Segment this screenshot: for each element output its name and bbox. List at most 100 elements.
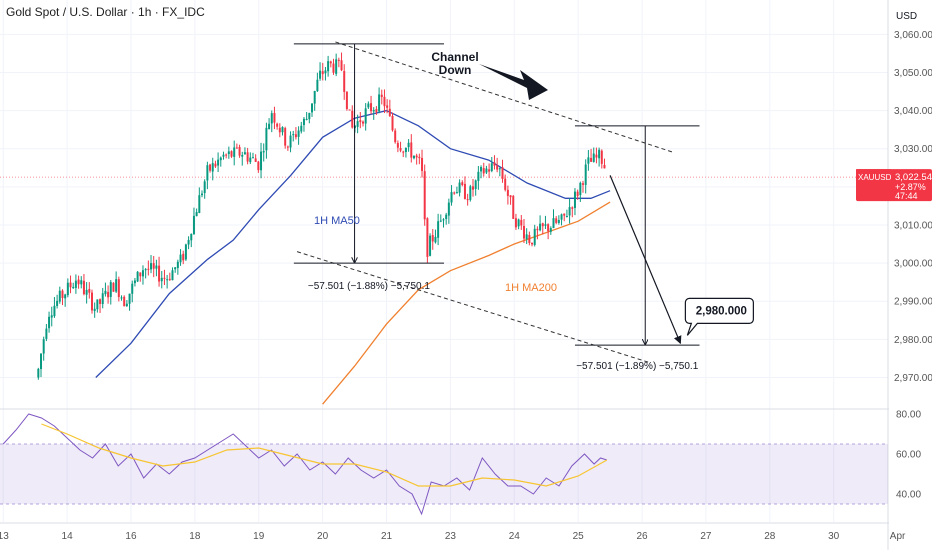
candle-body[interactable] bbox=[150, 263, 153, 270]
candle-body[interactable] bbox=[241, 154, 244, 157]
candle-body[interactable] bbox=[493, 162, 496, 166]
candle-body[interactable] bbox=[472, 186, 475, 190]
candle-body[interactable] bbox=[209, 164, 212, 171]
candle-body[interactable] bbox=[458, 182, 461, 193]
candle-body[interactable] bbox=[305, 118, 308, 120]
candle-body[interactable] bbox=[254, 158, 257, 162]
candle-body[interactable] bbox=[576, 191, 579, 196]
candle-body[interactable] bbox=[584, 164, 587, 185]
candle-body[interactable] bbox=[56, 300, 59, 306]
candle-body[interactable] bbox=[171, 270, 174, 281]
candle-body[interactable] bbox=[490, 163, 493, 171]
candle-body[interactable] bbox=[386, 105, 389, 108]
candle-body[interactable] bbox=[179, 254, 182, 263]
candle-body[interactable] bbox=[429, 235, 432, 256]
candle-body[interactable] bbox=[447, 202, 450, 216]
candle-body[interactable] bbox=[289, 135, 292, 148]
candle-body[interactable] bbox=[335, 59, 338, 74]
candle-body[interactable] bbox=[166, 279, 169, 281]
candle-body[interactable] bbox=[257, 161, 260, 171]
candle-body[interactable] bbox=[203, 181, 206, 194]
candle-body[interactable] bbox=[434, 236, 437, 243]
candle-body[interactable] bbox=[520, 219, 523, 226]
candle-body[interactable] bbox=[512, 196, 515, 219]
candle-body[interactable] bbox=[85, 289, 88, 295]
candle-body[interactable] bbox=[565, 216, 568, 218]
candle-body[interactable] bbox=[40, 353, 43, 370]
candle-body[interactable] bbox=[394, 130, 397, 143]
candle-body[interactable] bbox=[504, 178, 507, 190]
candle-body[interactable] bbox=[412, 155, 415, 159]
candle-body[interactable] bbox=[80, 280, 83, 285]
candle-body[interactable] bbox=[61, 290, 64, 299]
candle-body[interactable] bbox=[115, 279, 118, 292]
candle-body[interactable] bbox=[600, 150, 603, 164]
candle-body[interactable] bbox=[442, 219, 445, 221]
candle-body[interactable] bbox=[273, 112, 276, 123]
candle-body[interactable] bbox=[45, 328, 48, 339]
candle-body[interactable] bbox=[595, 154, 598, 158]
candle-body[interactable] bbox=[388, 108, 391, 116]
candle-body[interactable] bbox=[214, 163, 217, 167]
candle-body[interactable] bbox=[251, 157, 254, 159]
candle-body[interactable] bbox=[131, 283, 134, 294]
candle-body[interactable] bbox=[547, 224, 550, 232]
candle-body[interactable] bbox=[445, 214, 448, 220]
candle-body[interactable] bbox=[158, 265, 161, 282]
candle-body[interactable] bbox=[549, 228, 552, 232]
candle-body[interactable] bbox=[579, 182, 582, 196]
candle-body[interactable] bbox=[286, 146, 289, 148]
candle-body[interactable] bbox=[297, 130, 300, 137]
candle-body[interactable] bbox=[522, 226, 525, 239]
candle-body[interactable] bbox=[327, 61, 330, 72]
candle-body[interactable] bbox=[480, 167, 483, 172]
candle-body[interactable] bbox=[182, 253, 185, 261]
candle-body[interactable] bbox=[514, 218, 517, 228]
candle-body[interactable] bbox=[219, 157, 222, 161]
candle-body[interactable] bbox=[528, 235, 531, 244]
candle-body[interactable] bbox=[313, 90, 316, 104]
candle-body[interactable] bbox=[222, 154, 225, 157]
candle-body[interactable] bbox=[345, 91, 348, 110]
candle-body[interactable] bbox=[463, 183, 466, 199]
candle-body[interactable] bbox=[300, 125, 303, 132]
candle-body[interactable] bbox=[525, 234, 528, 240]
candle-body[interactable] bbox=[136, 271, 139, 282]
candle-body[interactable] bbox=[198, 195, 201, 213]
candle-body[interactable] bbox=[284, 128, 287, 146]
candle-body[interactable] bbox=[587, 157, 590, 164]
candle-body[interactable] bbox=[552, 218, 555, 229]
candle-body[interactable] bbox=[112, 282, 115, 292]
candle-body[interactable] bbox=[195, 212, 198, 217]
candle-body[interactable] bbox=[278, 127, 281, 133]
candle-body[interactable] bbox=[88, 288, 91, 293]
candle-body[interactable] bbox=[107, 291, 110, 298]
candle-body[interactable] bbox=[48, 316, 51, 329]
candle-body[interactable] bbox=[498, 168, 501, 170]
candle-body[interactable] bbox=[348, 109, 351, 111]
candle-body[interactable] bbox=[477, 171, 480, 181]
candle-body[interactable] bbox=[128, 293, 131, 304]
candle-body[interactable] bbox=[332, 63, 335, 73]
candle-body[interactable] bbox=[391, 115, 394, 131]
candle-body[interactable] bbox=[133, 280, 136, 284]
candle-body[interactable] bbox=[372, 110, 375, 112]
candle-body[interactable] bbox=[466, 199, 469, 201]
candle-body[interactable] bbox=[582, 183, 585, 185]
candle-body[interactable] bbox=[469, 186, 472, 200]
candle-body[interactable] bbox=[557, 219, 560, 223]
candle-body[interactable] bbox=[37, 368, 40, 378]
candle-body[interactable] bbox=[66, 282, 69, 296]
candle-body[interactable] bbox=[163, 277, 166, 279]
candle-body[interactable] bbox=[152, 263, 155, 269]
candle-body[interactable] bbox=[168, 278, 171, 280]
candle-body[interactable] bbox=[455, 192, 458, 194]
candle-body[interactable] bbox=[356, 121, 359, 127]
candle-body[interactable] bbox=[560, 214, 563, 220]
candle-body[interactable] bbox=[201, 193, 204, 196]
candle-body[interactable] bbox=[74, 280, 77, 288]
candle-body[interactable] bbox=[461, 182, 464, 186]
candle-body[interactable] bbox=[509, 195, 512, 198]
candle-body[interactable] bbox=[93, 308, 96, 312]
candle-body[interactable] bbox=[160, 277, 163, 282]
